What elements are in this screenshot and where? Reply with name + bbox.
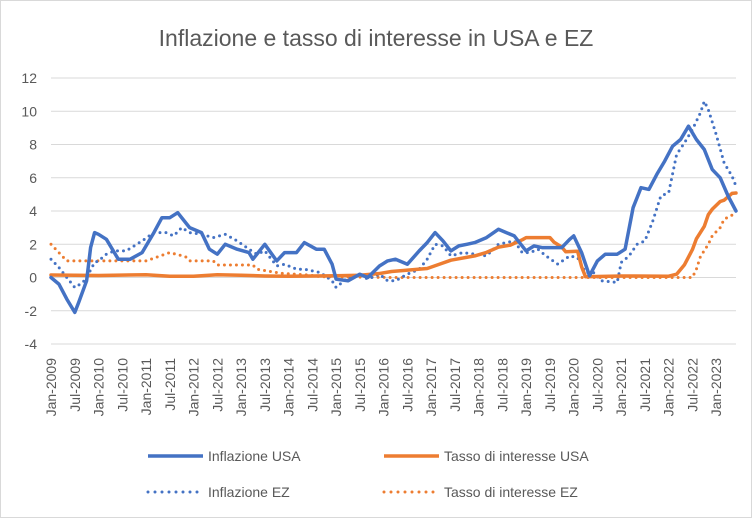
x-tick-label: Jul-2018 [494, 358, 510, 412]
y-axis-ticks: -4 -2 0 2 4 6 8 10 12 [21, 70, 37, 352]
x-tick-label: Jul-2016 [399, 358, 415, 412]
x-tick-label: Jan-2014 [281, 358, 297, 417]
chart-title: Inflazione e tasso di interesse in USA e… [159, 25, 594, 51]
x-axis-ticks: Jan-2009 Jul-2009 Jan-2010 Jul-2010 Jan-2011… [43, 358, 724, 417]
y-tick-label: 4 [29, 203, 37, 219]
series-line-1 [49, 191, 738, 279]
x-tick-label: Jul-2014 [304, 358, 320, 412]
y-tick-label: 8 [29, 137, 37, 153]
x-tick-label: Jul-2012 [209, 358, 225, 412]
x-tick-label: Jul-2015 [352, 358, 368, 412]
x-tick-label: Jan-2015 [328, 358, 344, 417]
x-tick-label: Jan-2017 [423, 358, 439, 417]
x-tick-label: Jul-2010 [114, 358, 130, 412]
x-tick-label: Jan-2013 [233, 358, 249, 417]
legend-label-0: Inflazione USA [208, 448, 301, 464]
x-tick-label: Jan-2018 [471, 358, 487, 417]
legend-label-1: Tasso di interesse USA [444, 448, 589, 464]
x-tick-label: Jul-2021 [637, 358, 653, 412]
x-tick-label: Jul-2017 [447, 358, 463, 412]
series-lines [49, 99, 738, 315]
x-tick-label: Jan-2022 [661, 358, 677, 417]
y-tick-label: 0 [29, 270, 37, 286]
y-tick-label: 12 [21, 70, 37, 86]
y-tick-label: 6 [29, 170, 37, 186]
legend-label-2: Inflazione EZ [208, 484, 290, 500]
y-tick-label: -2 [25, 303, 38, 319]
x-tick-label: Jan-2020 [566, 358, 582, 417]
x-tick-label: Jul-2020 [589, 358, 605, 412]
y-tick-label: -4 [25, 336, 38, 352]
x-tick-label: Jan-2019 [518, 358, 534, 417]
x-tick-label: Jan-2021 [613, 358, 629, 417]
x-tick-label: Jan-2009 [43, 358, 59, 417]
x-tick-label: Jan-2023 [708, 358, 724, 417]
x-tick-label: Jul-2011 [162, 358, 178, 411]
x-tick-label: Jan-2012 [186, 358, 202, 417]
x-tick-label: Jan-2011 [138, 358, 154, 416]
legend-label-3: Tasso di interesse EZ [444, 484, 578, 500]
y-tick-label: 2 [29, 236, 37, 252]
x-tick-label: Jul-2019 [542, 358, 558, 412]
x-tick-label: Jul-2022 [684, 358, 700, 412]
x-tick-label: Jan-2016 [376, 358, 392, 417]
legend: Inflazione USA Tasso di interesse USA Infl… [146, 448, 589, 500]
x-tick-label: Jul-2013 [257, 358, 273, 412]
series-line-0 [49, 124, 738, 315]
x-tick-label: Jul-2009 [67, 358, 83, 412]
y-tick-label: 10 [21, 103, 37, 119]
x-tick-label: Jan-2010 [91, 358, 107, 417]
